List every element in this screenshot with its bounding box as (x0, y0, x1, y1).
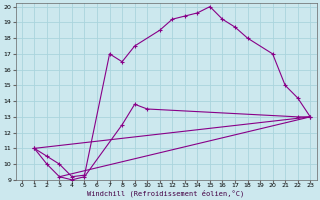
X-axis label: Windchill (Refroidissement éolien,°C): Windchill (Refroidissement éolien,°C) (87, 189, 245, 197)
